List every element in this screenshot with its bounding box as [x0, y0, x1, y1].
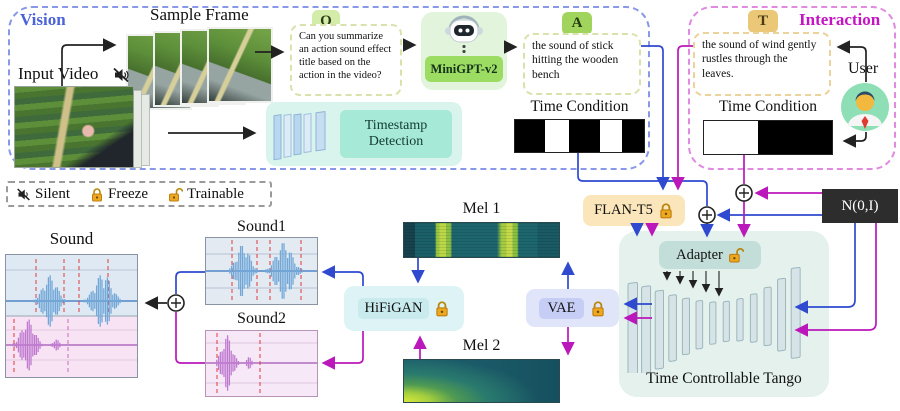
cnn-layers-icon	[272, 106, 338, 162]
sound2-waveform	[205, 330, 318, 397]
flan-t5-box: FLAN-T5	[583, 195, 685, 226]
legend-trainable-label: Trainable	[186, 185, 244, 202]
answer-text-box: the sound of stick hitting the wooden be…	[523, 33, 641, 95]
mel2-spectrogram	[403, 359, 560, 403]
sound-label: Sound	[49, 229, 94, 248]
lock-closed-icon	[90, 187, 104, 202]
sound1-label: Sound1	[237, 218, 286, 235]
sample-frame-label: Sample Frame	[150, 5, 249, 24]
input-video-thumbnail	[14, 86, 134, 168]
time-condition-barcode-interaction	[703, 120, 833, 155]
legend: Silent Freeze Trainable	[6, 181, 272, 207]
sample-frame-thumbnail	[207, 27, 273, 103]
sound-waveform	[5, 254, 138, 378]
timestamp-detection-box: Timestamp Detection	[340, 110, 452, 158]
tango-label: Time Controllable Tango	[646, 370, 802, 387]
user-label: User	[848, 60, 879, 77]
muted-speaker-icon	[112, 66, 130, 84]
text-prompt-badge: T	[748, 10, 778, 33]
interaction-region-label: Interaction	[799, 10, 881, 29]
lock-open-icon	[168, 187, 183, 202]
vision-region-label: Vision	[20, 10, 66, 29]
user-avatar-icon	[840, 82, 890, 132]
legend-freeze: Freeze	[90, 186, 148, 203]
lock-closed-icon	[590, 300, 606, 317]
mel1-label: Mel 1	[462, 200, 501, 217]
lock-closed-icon	[434, 300, 450, 317]
hifigan-label: HiFiGAN	[358, 298, 429, 319]
lock-open-icon	[728, 247, 744, 263]
sound1-waveform	[205, 237, 318, 305]
time-condition-barcode-vision	[514, 119, 645, 153]
time-condition-label-interaction: Time Condition	[718, 98, 818, 115]
answer-badge: A	[562, 12, 592, 35]
legend-trainable: Trainable	[168, 186, 244, 203]
legend-freeze-label: Freeze	[108, 185, 148, 202]
time-condition-label-vision: Time Condition	[530, 98, 629, 115]
legend-silent: Silent	[16, 186, 70, 203]
flan-t5-label: FLAN-T5	[594, 202, 653, 218]
lock-closed-icon	[658, 202, 674, 219]
vae-label: VAE	[538, 297, 585, 319]
minigpt-label: MiniGPT-v2	[425, 56, 503, 82]
input-video-label: Input Video	[18, 64, 99, 83]
legend-silent-label: Silent	[35, 185, 71, 202]
sound2-label: Sound2	[237, 310, 286, 327]
user-text-box: the sound of wind gently rustles through…	[693, 32, 831, 96]
vae-box: VAE	[526, 289, 619, 327]
hifigan-box: HiFiGAN	[344, 286, 464, 331]
muted-speaker-icon	[16, 187, 31, 202]
question-text-box: Can you summarize an action sound effect…	[290, 24, 402, 96]
adapter-label: Adapter	[676, 246, 723, 263]
mel2-label: Mel 2	[462, 337, 501, 354]
robot-icon	[442, 14, 486, 56]
unet-icon	[624, 255, 824, 373]
mel1-spectrogram	[403, 222, 560, 258]
noise-box: N(0,I)	[822, 189, 898, 223]
adapter-box: Adapter	[659, 241, 761, 269]
